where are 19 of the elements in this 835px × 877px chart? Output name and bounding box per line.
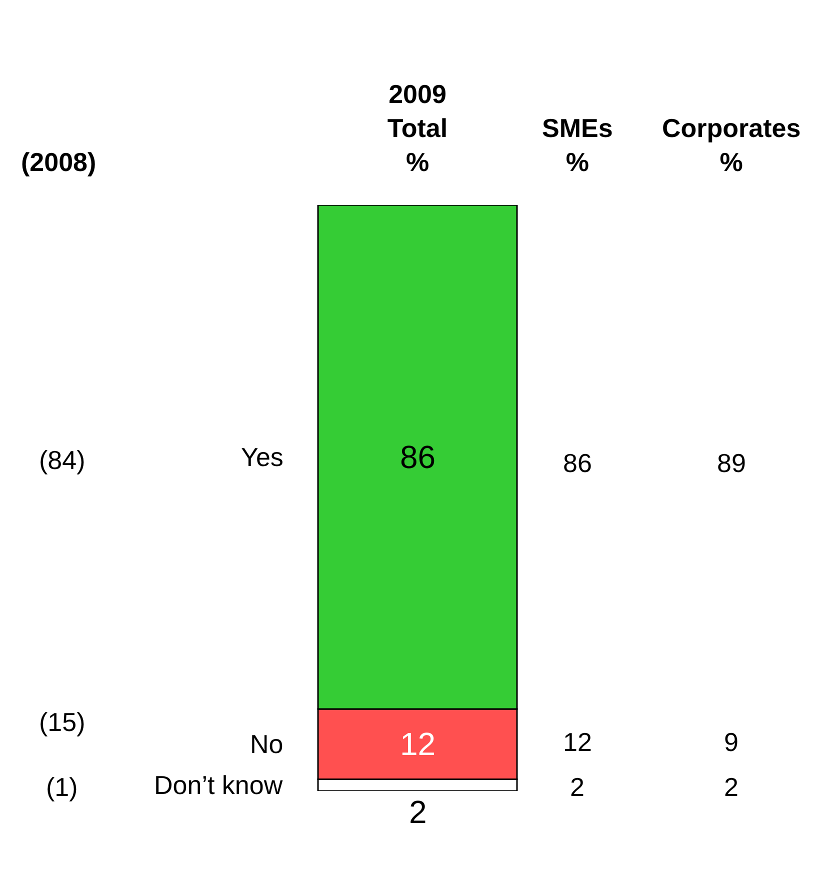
data-label: 86 [400, 439, 436, 475]
series-label: No [250, 729, 284, 759]
text: 89 [717, 448, 746, 478]
series-label: Don’t know [154, 770, 283, 800]
data-label: 2 [409, 794, 427, 830]
text: 2 [570, 772, 584, 802]
x-tick-label: 2009 Total % [387, 79, 448, 177]
text: (15) [39, 707, 86, 737]
data-label: 12 [400, 726, 436, 762]
text: SMEs % [542, 113, 613, 177]
text: (2008) [21, 147, 96, 177]
text: 9 [724, 727, 738, 757]
text: (84) [39, 445, 86, 475]
text: (1) [46, 772, 78, 802]
text: 2 [724, 772, 738, 802]
text: 86 [563, 448, 592, 478]
series-label: Yes [241, 442, 284, 472]
text: Corporates % [662, 113, 801, 177]
text: 12 [563, 727, 592, 757]
